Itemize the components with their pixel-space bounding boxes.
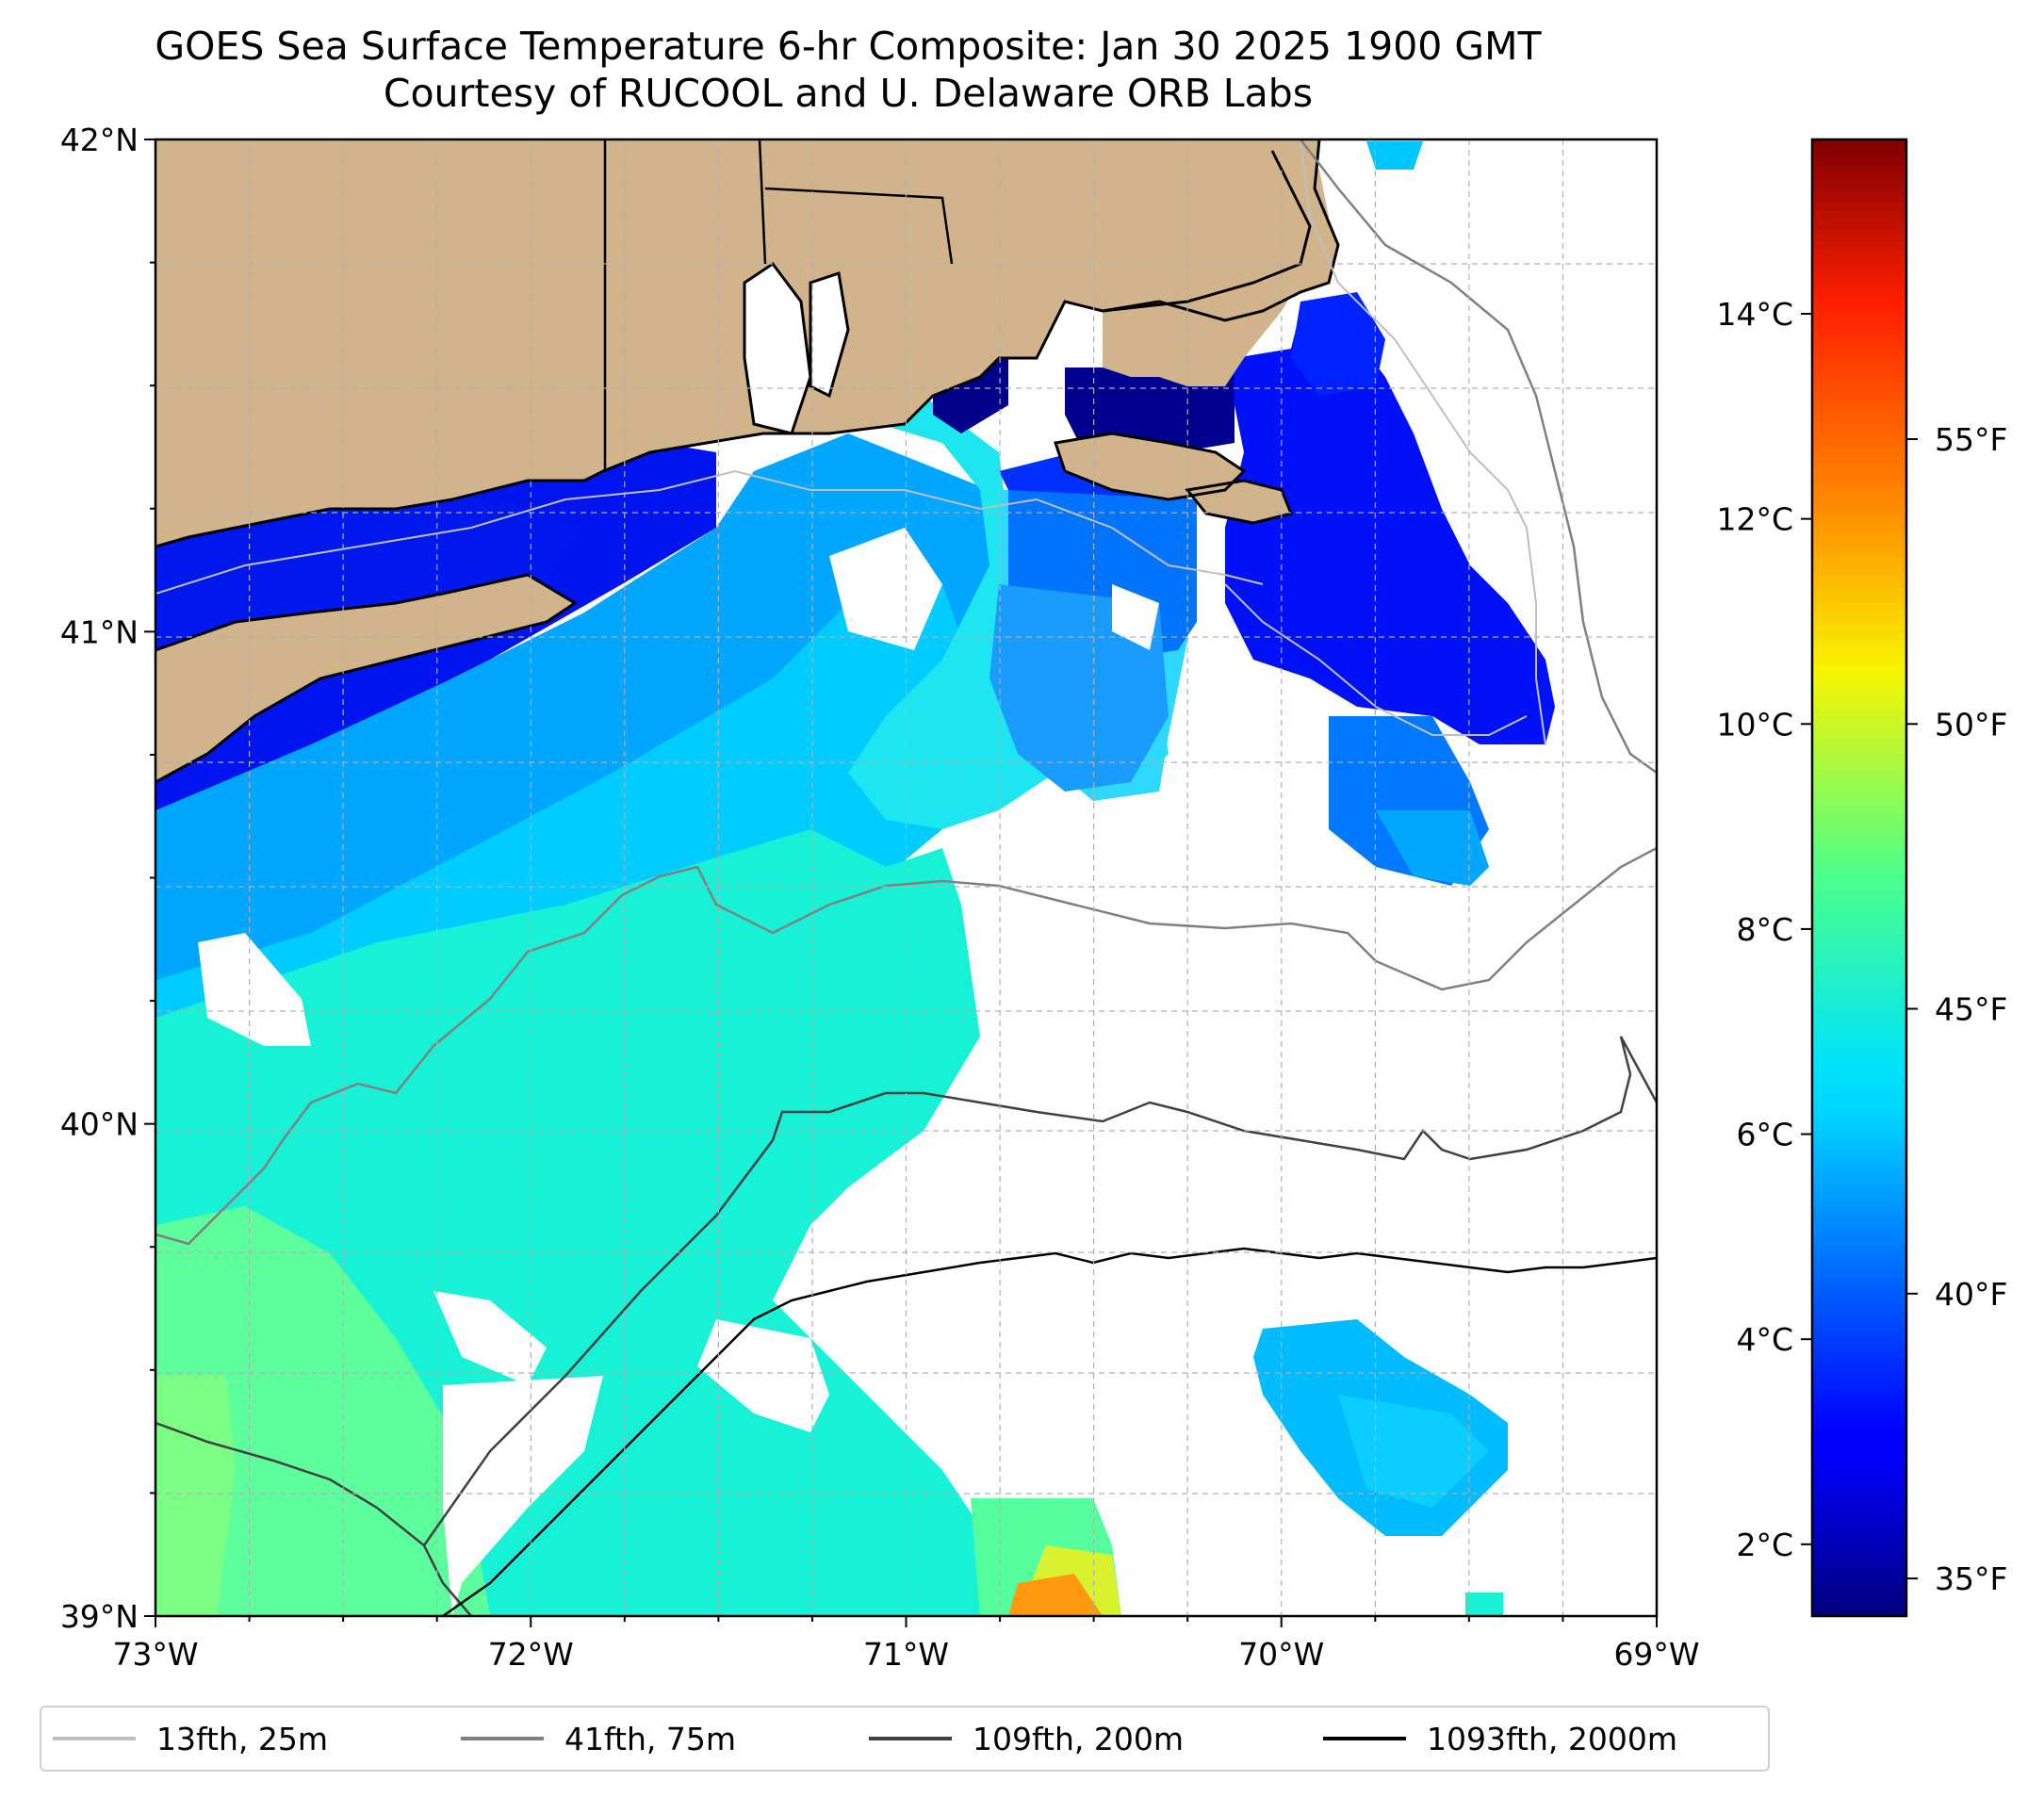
- nodata-gap-3: [443, 1376, 603, 1616]
- bathymetry-contours: [155, 139, 1657, 1616]
- cbar-f-label-2: 45°F: [1935, 991, 2007, 1028]
- land-cape-cod: [1103, 141, 1329, 386]
- x-tick-label-4: 69°W: [1613, 1636, 1699, 1673]
- nodata-gap-5: [1112, 584, 1159, 650]
- land-long-island: [155, 575, 575, 782]
- legend-label-2000m: 1093fth, 2000m: [1427, 1720, 1677, 1757]
- legend-label-75m: 41fth, 75m: [564, 1720, 736, 1757]
- legend-swatch-75m: [461, 1737, 544, 1740]
- legend-item-25m: 13fth, 25m: [53, 1707, 328, 1770]
- map-area: [155, 139, 1657, 1616]
- contour-legend: 13fth, 25m 41fth, 75m 109fth, 200m 1093f…: [40, 1706, 1770, 1772]
- colorbar-tick-labels: 2°C 4°C 6°C 8°C 10°C 12°C 14°C 35°F 40°F 45°F 50°F…: [1716, 296, 2007, 1597]
- legend-item-2000m: 1093fth, 2000m: [1323, 1707, 1677, 1770]
- map-axis-ticks: [144, 139, 1658, 1627]
- contour-25m: [155, 140, 1546, 745]
- cbar-f-label-4: 55°F: [1935, 421, 2007, 458]
- legend-item-75m: 41fth, 75m: [461, 1707, 736, 1770]
- x-tick-label-2: 71°W: [863, 1636, 949, 1673]
- nodata-gap-2: [433, 1291, 547, 1385]
- coastline: [155, 139, 1340, 784]
- nodata-gap-4: [697, 1319, 829, 1432]
- y-tick-label-0: 42°N: [60, 122, 139, 158]
- nodata-gap-1: [198, 933, 311, 1046]
- sst-patch-inner-shelf: [155, 433, 1037, 1018]
- colorbar: [1810, 138, 1908, 1618]
- sst-patch-nantucket-north: [1291, 292, 1385, 396]
- sst-patch-southwest-green: [155, 1206, 490, 1616]
- nodata-gap-6: [829, 528, 942, 650]
- cbar-f-label-3: 50°F: [1935, 706, 2007, 743]
- legend-label-200m: 109fth, 200m: [973, 1720, 1184, 1757]
- legend-swatch-25m: [53, 1737, 136, 1740]
- inlet-mount-hope: [810, 273, 848, 396]
- cbar-c-label-5: 12°C: [1716, 501, 1793, 538]
- contour-2000m: [442, 1247, 1657, 1616]
- legend-swatch-2000m: [1323, 1737, 1406, 1740]
- sst-patch-west-green: [155, 1376, 236, 1616]
- sst-patch-nantucket-shoals: [1225, 302, 1555, 744]
- x-tick-label-1: 72°W: [488, 1636, 574, 1673]
- cbar-f-label-0: 35°F: [1935, 1560, 2007, 1597]
- gridlines: [155, 139, 1657, 1616]
- cbar-c-label-2: 6°C: [1736, 1117, 1793, 1153]
- sst-patch-shoals-south-lighter: [1376, 810, 1489, 886]
- title-line-2: Courtesy of RUCOOL and U. Delaware ORB L…: [383, 71, 1314, 116]
- sst-patch-mid-shelf: [155, 584, 989, 1027]
- map-title: GOES Sea Surface Temperature 6-hr Compos…: [0, 23, 1696, 117]
- y-tick-label-1: 41°N: [60, 613, 139, 650]
- state-borders: [603, 139, 954, 471]
- legend-swatch-200m: [869, 1737, 952, 1740]
- cbar-c-label-4: 10°C: [1716, 706, 1793, 743]
- y-tick-label-3: 39°N: [60, 1598, 139, 1635]
- contour-75m: [155, 139, 1657, 1246]
- inlet-narragansett: [744, 264, 810, 433]
- legend-item-200m: 109fth, 200m: [869, 1707, 1184, 1770]
- y-tick-label-2: 40°N: [60, 1106, 139, 1143]
- title-line-1: GOES Sea Surface Temperature 6-hr Compos…: [155, 24, 1542, 69]
- map-axis-tick-labels: 73°W 72°W 71°W 70°W 69°W 42°N 41°N 40°N 39°N: [60, 122, 1700, 1673]
- x-tick-label-3: 70°W: [1238, 1636, 1324, 1673]
- x-tick-label-0: 73°W: [112, 1636, 198, 1673]
- cbar-c-label-0: 2°C: [1736, 1527, 1793, 1563]
- cbar-c-label-3: 8°C: [1736, 911, 1793, 948]
- cbar-c-label-6: 14°C: [1716, 296, 1793, 333]
- sst-patch-warm-orange: [1008, 1574, 1103, 1616]
- legend-label-25m: 13fth, 25m: [156, 1720, 328, 1757]
- sst-patch-top-right: [1366, 141, 1423, 170]
- sst-patch-small: [1465, 1593, 1503, 1616]
- cbar-f-label-1: 40°F: [1935, 1276, 2007, 1313]
- colorbar-ticks: [1801, 312, 1918, 1580]
- cbar-c-label-1: 4°C: [1736, 1321, 1793, 1358]
